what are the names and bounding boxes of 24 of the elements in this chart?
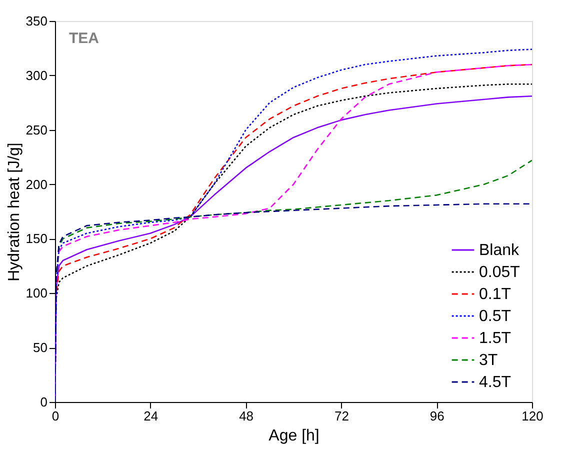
y-tick-label: 50: [33, 340, 48, 356]
legend-label: 0.5T: [479, 308, 512, 325]
x-tick-label: 72: [334, 408, 349, 424]
x-tick-label: 120: [522, 408, 544, 424]
annotation: TEA: [69, 30, 100, 47]
y-tick-label: 100: [26, 286, 48, 301]
y-tick-label: 0: [40, 394, 48, 410]
y-tick-label: 250: [26, 122, 48, 138]
legend-label: 0.1T: [479, 286, 512, 303]
y-tick-label: 150: [26, 231, 48, 246]
legend-label: 4.5T: [479, 374, 512, 391]
x-axis-title: Age [h]: [268, 428, 320, 444]
y-tick-label: 300: [26, 68, 48, 83]
legend-label: 0.05T: [479, 264, 520, 281]
y-tick-label: 350: [26, 14, 48, 28]
x-tick-label: 48: [239, 408, 254, 424]
x-tick-label: 24: [144, 408, 158, 424]
x-tick-label: 96: [430, 408, 444, 424]
legend-label: 3T: [479, 352, 498, 369]
legend-label: Blank: [479, 242, 520, 259]
y-tick-label: 200: [26, 176, 48, 192]
x-tick-label: 0: [52, 408, 60, 424]
legend-label: 1.5T: [479, 330, 512, 347]
y-axis-title: Hydration heat [J/g]: [6, 142, 23, 282]
